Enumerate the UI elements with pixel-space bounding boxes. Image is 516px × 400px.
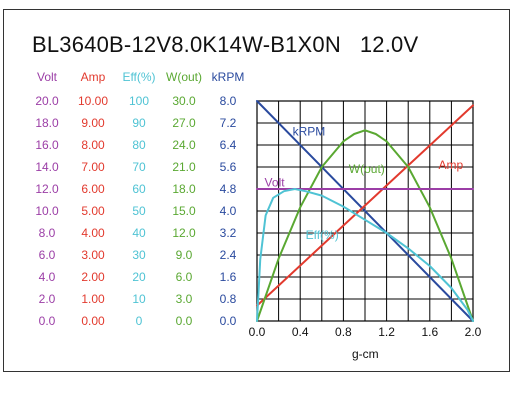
y-tick-label: 80 (132, 138, 146, 152)
y-column-header-volt: Volt (36, 70, 57, 84)
y-tick-label: 12.0 (172, 226, 196, 240)
y-tick-label: 100 (128, 94, 150, 108)
x-tick-label: 0.0 (249, 325, 266, 339)
y-tick-label: 4.8 (219, 182, 237, 196)
series-label-w-out: W(out) (349, 162, 385, 176)
y-tick-label: 0.0 (38, 314, 56, 328)
y-tick-label: 27.0 (172, 116, 196, 130)
y-column-header-eff: Eff(%) (122, 70, 156, 84)
y-column-header-w-out: W(out) (166, 70, 202, 84)
chart-title-voltage: 12.0V (359, 32, 419, 57)
y-tick-label: 90 (132, 116, 146, 130)
y-tick-label: 6.0 (38, 248, 56, 262)
y-tick-label: 14.0 (35, 160, 59, 174)
y-tick-label: 60 (132, 182, 146, 196)
series-label-eff: Eff(%) (306, 228, 339, 242)
y-tick-label: 20 (132, 270, 146, 284)
y-tick-label: 2.0 (38, 292, 56, 306)
y-tick-label: 0.8 (219, 292, 237, 306)
y-tick-label: 0.0 (175, 314, 193, 328)
y-tick-label: 16.0 (35, 138, 59, 152)
y-tick-label: 4.0 (38, 270, 56, 284)
y-tick-label: 8.0 (38, 226, 56, 240)
y-tick-label: 18.0 (172, 182, 196, 196)
y-tick-label: 70 (132, 160, 146, 174)
y-tick-label: 30.0 (172, 94, 196, 108)
y-tick-label: 8.00 (81, 138, 105, 152)
y-tick-label: 2.00 (81, 270, 105, 284)
x-tick-label: 1.6 (421, 325, 438, 339)
series-line-amp (256, 104, 474, 307)
plot-border (256, 100, 474, 322)
y-tick-label: 18.0 (35, 116, 59, 130)
x-tick-label: 0.8 (335, 325, 352, 339)
y-tick-label: 50 (132, 204, 146, 218)
y-tick-label: 15.0 (172, 204, 196, 218)
y-tick-label: 4.0 (219, 204, 237, 218)
y-tick-label: 3.2 (219, 226, 237, 240)
chart-title-model: BL3640B-12V8.0K14W-B1X0N (32, 32, 341, 57)
y-tick-label: 21.0 (172, 160, 196, 174)
y-tick-label: 9.00 (81, 116, 105, 130)
y-tick-label: 6.00 (81, 182, 105, 196)
series-label-krpm: kRPM (293, 124, 326, 138)
y-tick-label: 0 (135, 314, 143, 328)
y-tick-label: 7.2 (219, 116, 237, 130)
y-tick-label: 10 (132, 292, 146, 306)
y-tick-label: 12.0 (35, 182, 59, 196)
y-tick-label: 5.6 (219, 160, 237, 174)
y-tick-label: 9.0 (175, 248, 193, 262)
y-tick-label: 24.0 (172, 138, 196, 152)
x-tick-label: 1.2 (378, 325, 395, 339)
y-tick-label: 30 (132, 248, 146, 262)
chart-title: BL3640B-12V8.0K14W-B1X0N 12.0V (32, 32, 418, 58)
y-tick-label: 1.00 (81, 292, 105, 306)
x-tick-label: 2.0 (465, 325, 482, 339)
x-tick-label: 0.4 (292, 325, 309, 339)
y-tick-label: 7.00 (81, 160, 105, 174)
series-line-krpm (256, 100, 474, 322)
y-tick-label: 2.4 (219, 248, 237, 262)
y-tick-label: 10.00 (77, 94, 109, 108)
y-tick-label: 5.00 (81, 204, 105, 218)
y-tick-label: 8.0 (219, 94, 237, 108)
series-line-w-out (256, 129, 474, 322)
series-label-volt: Volt (265, 175, 286, 189)
y-column-header-krpm: kRPM (211, 70, 245, 84)
series-label-amp: Amp (438, 158, 463, 172)
chart-frame (3, 9, 510, 372)
series-line-eff (256, 188, 474, 322)
x-axis-label: g-cm (352, 347, 379, 361)
y-tick-label: 1.6 (219, 270, 237, 284)
y-tick-label: 6.4 (219, 138, 237, 152)
y-tick-label: 4.00 (81, 226, 105, 240)
y-tick-label: 20.0 (35, 94, 59, 108)
y-tick-label: 40 (132, 226, 146, 240)
y-tick-label: 3.0 (175, 292, 193, 306)
y-tick-label: 6.0 (175, 270, 193, 284)
y-tick-label: 3.00 (81, 248, 105, 262)
y-tick-label: 0.00 (81, 314, 105, 328)
y-column-header-amp: Amp (80, 70, 106, 84)
y-tick-label: 10.0 (35, 204, 59, 218)
y-tick-label: 0.0 (219, 314, 237, 328)
